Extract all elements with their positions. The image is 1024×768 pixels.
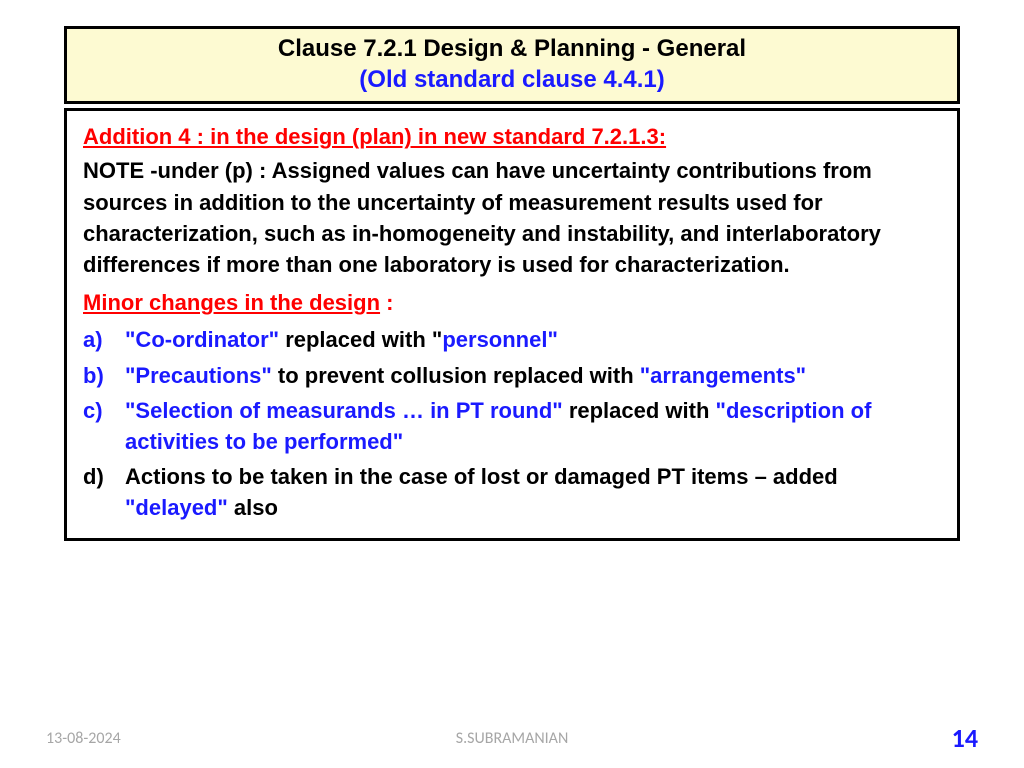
footer-date: 13-08-2024 <box>46 729 121 748</box>
list-marker: a) <box>83 324 125 355</box>
title-sub: (Old standard clause 4.4.1) <box>75 64 949 95</box>
footer-author: S.SUBRAMANIAN <box>456 729 569 748</box>
text-segment: "Selection of measurands … in PT round" <box>125 398 563 423</box>
text-segment: also <box>228 495 278 520</box>
text-segment: to prevent collusion replaced with <box>272 363 640 388</box>
list-body: "Precautions" to prevent collusion repla… <box>125 360 941 391</box>
list-item-a: a) "Co-ordinator" replaced with "personn… <box>83 324 941 355</box>
title-box: Clause 7.2.1 Design & Planning - General… <box>64 26 960 104</box>
list-item-d: d) Actions to be taken in the case of lo… <box>83 461 941 523</box>
footer: 13-08-2024 S.SUBRAMANIAN 14 <box>0 722 1024 754</box>
list-body: "Selection of measurands … in PT round" … <box>125 395 941 457</box>
text-segment: "delayed" <box>125 495 228 520</box>
minor-heading-colon: : <box>380 290 393 315</box>
list-marker: c) <box>83 395 125 426</box>
text-segment: "Co-ordinator" <box>125 327 279 352</box>
minor-heading-text: Minor changes in the design <box>83 290 380 315</box>
text-segment: "arrangements" <box>640 363 806 388</box>
text-segment: Actions to be taken in the case of lost … <box>125 464 838 489</box>
text-segment: "Precautions" <box>125 363 272 388</box>
addition-heading: Addition 4 : in the design (plan) in new… <box>83 121 941 153</box>
list-body: "Co-ordinator" replaced with "personnel" <box>125 324 941 355</box>
minor-changes-heading: Minor changes in the design : <box>83 286 941 320</box>
content-box: Addition 4 : in the design (plan) in new… <box>64 108 960 540</box>
list-item-b: b) "Precautions" to prevent collusion re… <box>83 360 941 391</box>
note-paragraph: NOTE -under (p) : Assigned values can ha… <box>83 155 941 280</box>
page-number: 14 <box>952 722 978 754</box>
text-segment: replaced with " <box>279 327 442 352</box>
title-main: Clause 7.2.1 Design & Planning - General <box>75 33 949 64</box>
list-marker: b) <box>83 360 125 391</box>
list-marker: d) <box>83 461 125 492</box>
text-segment: personnel" <box>442 327 558 352</box>
slide: Clause 7.2.1 Design & Planning - General… <box>0 0 1024 768</box>
text-segment: replaced with <box>563 398 716 423</box>
list-item-c: c) "Selection of measurands … in PT roun… <box>83 395 941 457</box>
list-body: Actions to be taken in the case of lost … <box>125 461 941 523</box>
